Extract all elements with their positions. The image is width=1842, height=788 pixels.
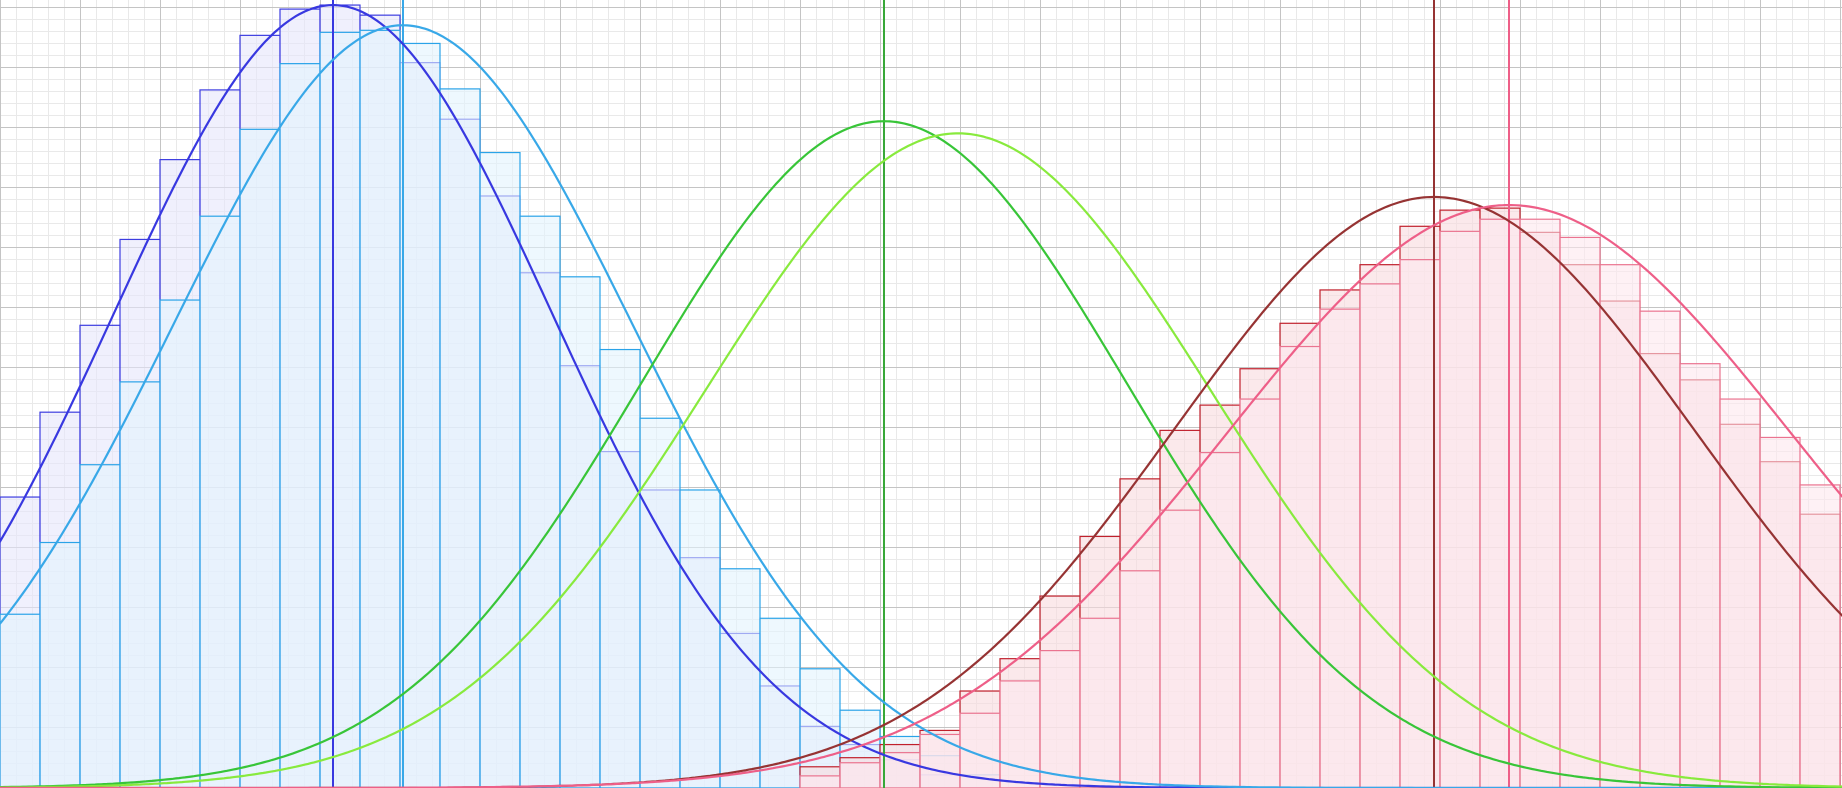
histogram-bar [839,762,881,788]
histogram-bar [599,348,641,788]
histogram-bar [1199,451,1241,788]
histogram-bar [799,775,841,788]
histogram-bar [1719,398,1761,788]
histogram-series-1 [0,29,1001,788]
histogram-bar [479,151,521,788]
histogram-bar [199,215,241,788]
histogram-bar [1119,570,1161,788]
histogram-bar [559,276,601,788]
density-curve [0,195,1842,788]
density-curves [0,3,1842,788]
histogram-bar [999,680,1041,788]
histogram-bar [439,88,481,788]
histogram-bar [1479,218,1521,788]
histogram-bar [119,381,161,788]
histogram-bar [1679,363,1721,788]
mean-lines [332,0,1510,788]
histogram-bar [919,733,961,788]
histogram-bar [39,541,81,788]
density-curve [0,120,1842,788]
histogram-bar [239,128,281,788]
histogram-bar [1279,345,1321,788]
histogram-bar [679,489,721,788]
histogram-bar [1559,236,1601,788]
histogram-bar [279,63,321,788]
histogram-bar [1599,264,1641,788]
histogram-bar [1039,650,1081,788]
density-curve [0,3,1842,788]
histogram-bar [0,613,41,788]
histogram-bar [1159,509,1201,788]
histogram-bar [1359,283,1401,788]
histogram-bar [519,215,561,788]
histogram-bar [1759,436,1801,788]
density-curve [0,132,1842,788]
histogram-bar [1079,617,1121,788]
histogram-bar [399,42,441,788]
histogram-bar [359,29,401,788]
histogram-bar [1519,218,1561,788]
histogram-bar [879,752,921,788]
histogram-bar [319,31,361,788]
histogram-bar [159,299,201,788]
histogram-bar [1799,484,1841,788]
histogram-bar [79,464,121,788]
density-curve [0,24,1842,788]
histogram-bars [0,4,1841,788]
histogram-bar [1319,308,1361,788]
histogram-bar [719,568,761,788]
histogram-bar [639,417,681,788]
histogram-bar [1439,230,1481,788]
histogram-bar [1239,398,1281,788]
histogram-bar [1639,310,1681,788]
